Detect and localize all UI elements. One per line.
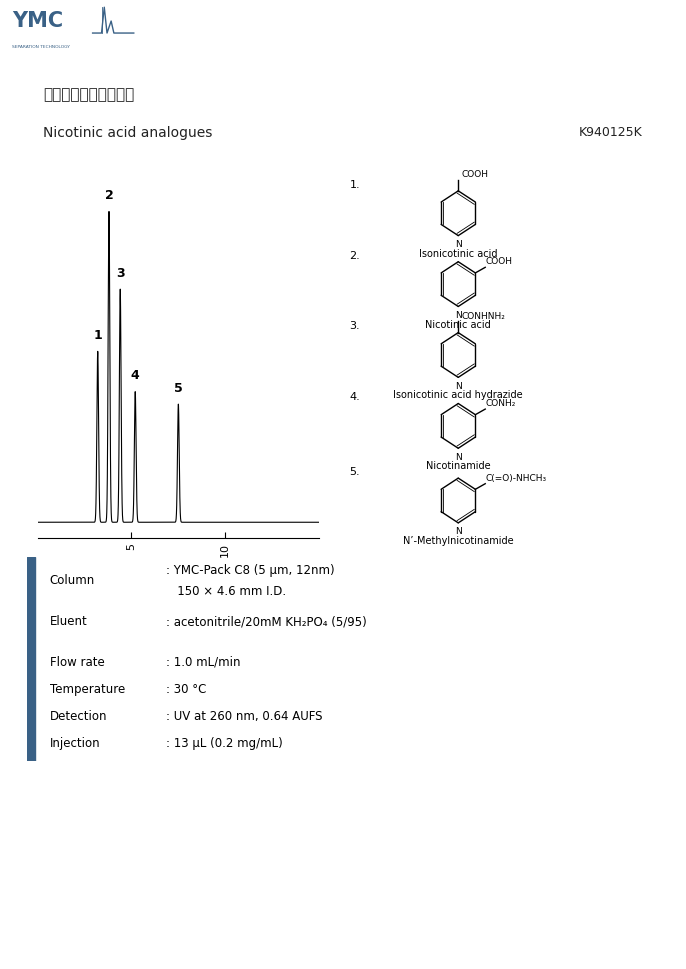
Text: Isonicotinic acid hydrazide: Isonicotinic acid hydrazide bbox=[394, 391, 523, 400]
Text: : 13 μL (0.2 mg/mL): : 13 μL (0.2 mg/mL) bbox=[166, 737, 283, 750]
Text: C(=O)-NHCH₃: C(=O)-NHCH₃ bbox=[486, 474, 547, 483]
Text: ニコチン酸構造類縁体: ニコチン酸構造類縁体 bbox=[43, 87, 134, 103]
Text: Injection: Injection bbox=[49, 737, 100, 750]
Text: Temperature: Temperature bbox=[49, 683, 125, 696]
Text: 150 × 4.6 mm I.D.: 150 × 4.6 mm I.D. bbox=[166, 584, 287, 598]
Text: SEPARATION TECHNOLOGY: SEPARATION TECHNOLOGY bbox=[12, 45, 70, 48]
Text: N’-Methylnicotinamide: N’-Methylnicotinamide bbox=[403, 536, 514, 546]
Text: Nicotinamide: Nicotinamide bbox=[426, 461, 490, 471]
Text: N: N bbox=[455, 382, 462, 391]
Text: Flow rate: Flow rate bbox=[49, 656, 104, 669]
Bar bbox=[0, 0, 137, 60]
Text: CONHNH₂: CONHNH₂ bbox=[462, 312, 506, 321]
Text: Nicotinic acid analogues: Nicotinic acid analogues bbox=[43, 126, 213, 141]
Text: Eluent: Eluent bbox=[49, 615, 87, 628]
Text: YMC: YMC bbox=[12, 11, 64, 31]
Text: N: N bbox=[455, 453, 462, 462]
Text: N: N bbox=[455, 527, 462, 537]
Text: HPLC  DATA  SHEET: HPLC DATA SHEET bbox=[270, 17, 526, 43]
Text: COOH: COOH bbox=[486, 257, 513, 266]
Text: : acetonitrile/20mM KH₂PO₄ (5/95): : acetonitrile/20mM KH₂PO₄ (5/95) bbox=[166, 615, 367, 628]
Text: : UV at 260 nm, 0.64 AUFS: : UV at 260 nm, 0.64 AUFS bbox=[166, 710, 323, 723]
Text: : YMC-Pack C8 (5 μm, 12nm): : YMC-Pack C8 (5 μm, 12nm) bbox=[166, 564, 335, 578]
Text: 1.: 1. bbox=[350, 179, 360, 190]
Text: 5: 5 bbox=[174, 382, 182, 394]
Text: : 1.0 mL/min: : 1.0 mL/min bbox=[166, 656, 241, 669]
Text: N: N bbox=[455, 311, 462, 320]
Text: 1: 1 bbox=[93, 328, 102, 342]
Text: 3: 3 bbox=[116, 266, 125, 280]
Text: K940125K: K940125K bbox=[579, 126, 643, 140]
Text: Column: Column bbox=[49, 575, 95, 587]
Text: 4.: 4. bbox=[350, 392, 360, 402]
Text: Nicotinic acid: Nicotinic acid bbox=[425, 320, 491, 329]
Text: : 30 °C: : 30 °C bbox=[166, 683, 206, 696]
Text: 2.: 2. bbox=[350, 251, 360, 261]
Text: 5.: 5. bbox=[350, 467, 360, 477]
Text: Isonicotinic acid: Isonicotinic acid bbox=[419, 249, 497, 259]
Bar bbox=[27, 557, 35, 761]
Text: COOH: COOH bbox=[462, 170, 488, 179]
Text: CONH₂: CONH₂ bbox=[486, 399, 517, 408]
Text: 3.: 3. bbox=[350, 322, 360, 331]
Text: 2: 2 bbox=[104, 189, 113, 203]
Text: Detection: Detection bbox=[49, 710, 107, 723]
Text: 4: 4 bbox=[131, 369, 140, 383]
Text: N: N bbox=[455, 240, 462, 249]
